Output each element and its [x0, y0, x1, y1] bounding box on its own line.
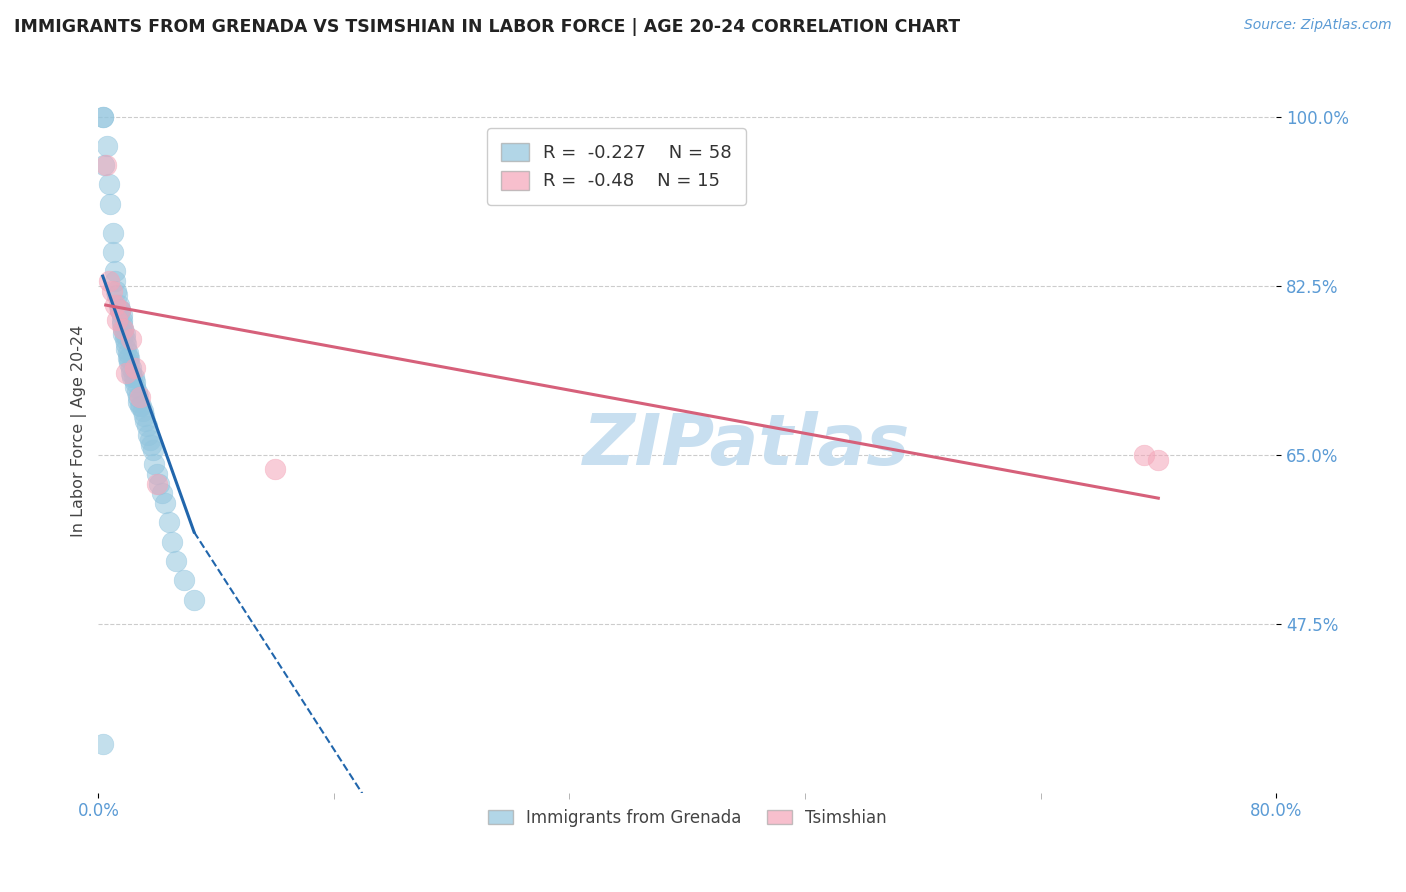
Point [100, 284, 122, 298]
Point [120, 332, 142, 346]
Point [98, 196, 121, 211]
Point [117, 346, 139, 360]
Text: Source: ZipAtlas.com: Source: ZipAtlas.com [1244, 18, 1392, 32]
Point [117, 351, 139, 366]
Point [122, 370, 145, 384]
Point [101, 244, 124, 259]
Point [146, 467, 169, 481]
Point [173, 573, 195, 587]
Point [115, 336, 138, 351]
Point [127, 394, 149, 409]
Point [165, 554, 187, 568]
Point [141, 438, 163, 452]
Point [134, 414, 156, 428]
Point [105, 284, 128, 298]
Point [107, 312, 129, 326]
Point [111, 318, 134, 332]
Point [96, 138, 118, 153]
Point [142, 442, 165, 457]
Point [1147, 452, 1170, 467]
Point [91, 110, 114, 124]
Point [124, 380, 146, 394]
Text: IMMIGRANTS FROM GRENADA VS TSIMSHIAN IN LABOR FORCE | AGE 20-24 CORRELATION CHAR: IMMIGRANTS FROM GRENADA VS TSIMSHIAN IN … [14, 18, 960, 36]
Point [118, 356, 141, 370]
Point [115, 342, 138, 356]
Point [128, 390, 150, 404]
Point [139, 434, 162, 448]
Point [103, 264, 125, 278]
Point [107, 288, 129, 302]
Point [101, 226, 124, 240]
Point [146, 476, 169, 491]
Point [111, 308, 134, 322]
Point [112, 326, 135, 341]
Point [120, 360, 142, 375]
Point [94, 158, 117, 172]
Point [125, 384, 148, 399]
Point [136, 418, 159, 433]
Point [120, 366, 142, 380]
Point [160, 534, 183, 549]
Point [121, 370, 143, 384]
Point [115, 366, 138, 380]
Point [118, 351, 141, 366]
Point [124, 360, 146, 375]
Point [131, 404, 153, 418]
Point [148, 476, 170, 491]
Point [91, 110, 114, 124]
Point [157, 516, 180, 530]
Point [112, 322, 135, 336]
Point [110, 302, 132, 317]
Point [132, 409, 155, 423]
Y-axis label: In Labor Force | Age 20-24: In Labor Force | Age 20-24 [72, 325, 87, 537]
Point [153, 496, 176, 510]
Point [124, 376, 146, 390]
Point [112, 322, 135, 336]
Point [127, 390, 149, 404]
Point [114, 326, 136, 341]
Point [138, 428, 160, 442]
Point [97, 274, 120, 288]
Point [103, 298, 125, 312]
Point [108, 298, 131, 312]
Point [110, 302, 132, 317]
Point [183, 592, 205, 607]
Point [150, 486, 173, 500]
Point [143, 458, 166, 472]
Text: ZIPatlas: ZIPatlas [582, 410, 910, 480]
Point [91, 738, 114, 752]
Point [114, 332, 136, 346]
Point [103, 274, 125, 288]
Point [1132, 448, 1154, 462]
Point [128, 400, 150, 414]
Point [93, 158, 115, 172]
Point [110, 302, 132, 317]
Point [97, 178, 120, 192]
Point [111, 312, 134, 326]
Point [264, 462, 287, 476]
Point [129, 400, 152, 414]
Legend: Immigrants from Grenada, Tsimshian: Immigrants from Grenada, Tsimshian [479, 800, 894, 835]
